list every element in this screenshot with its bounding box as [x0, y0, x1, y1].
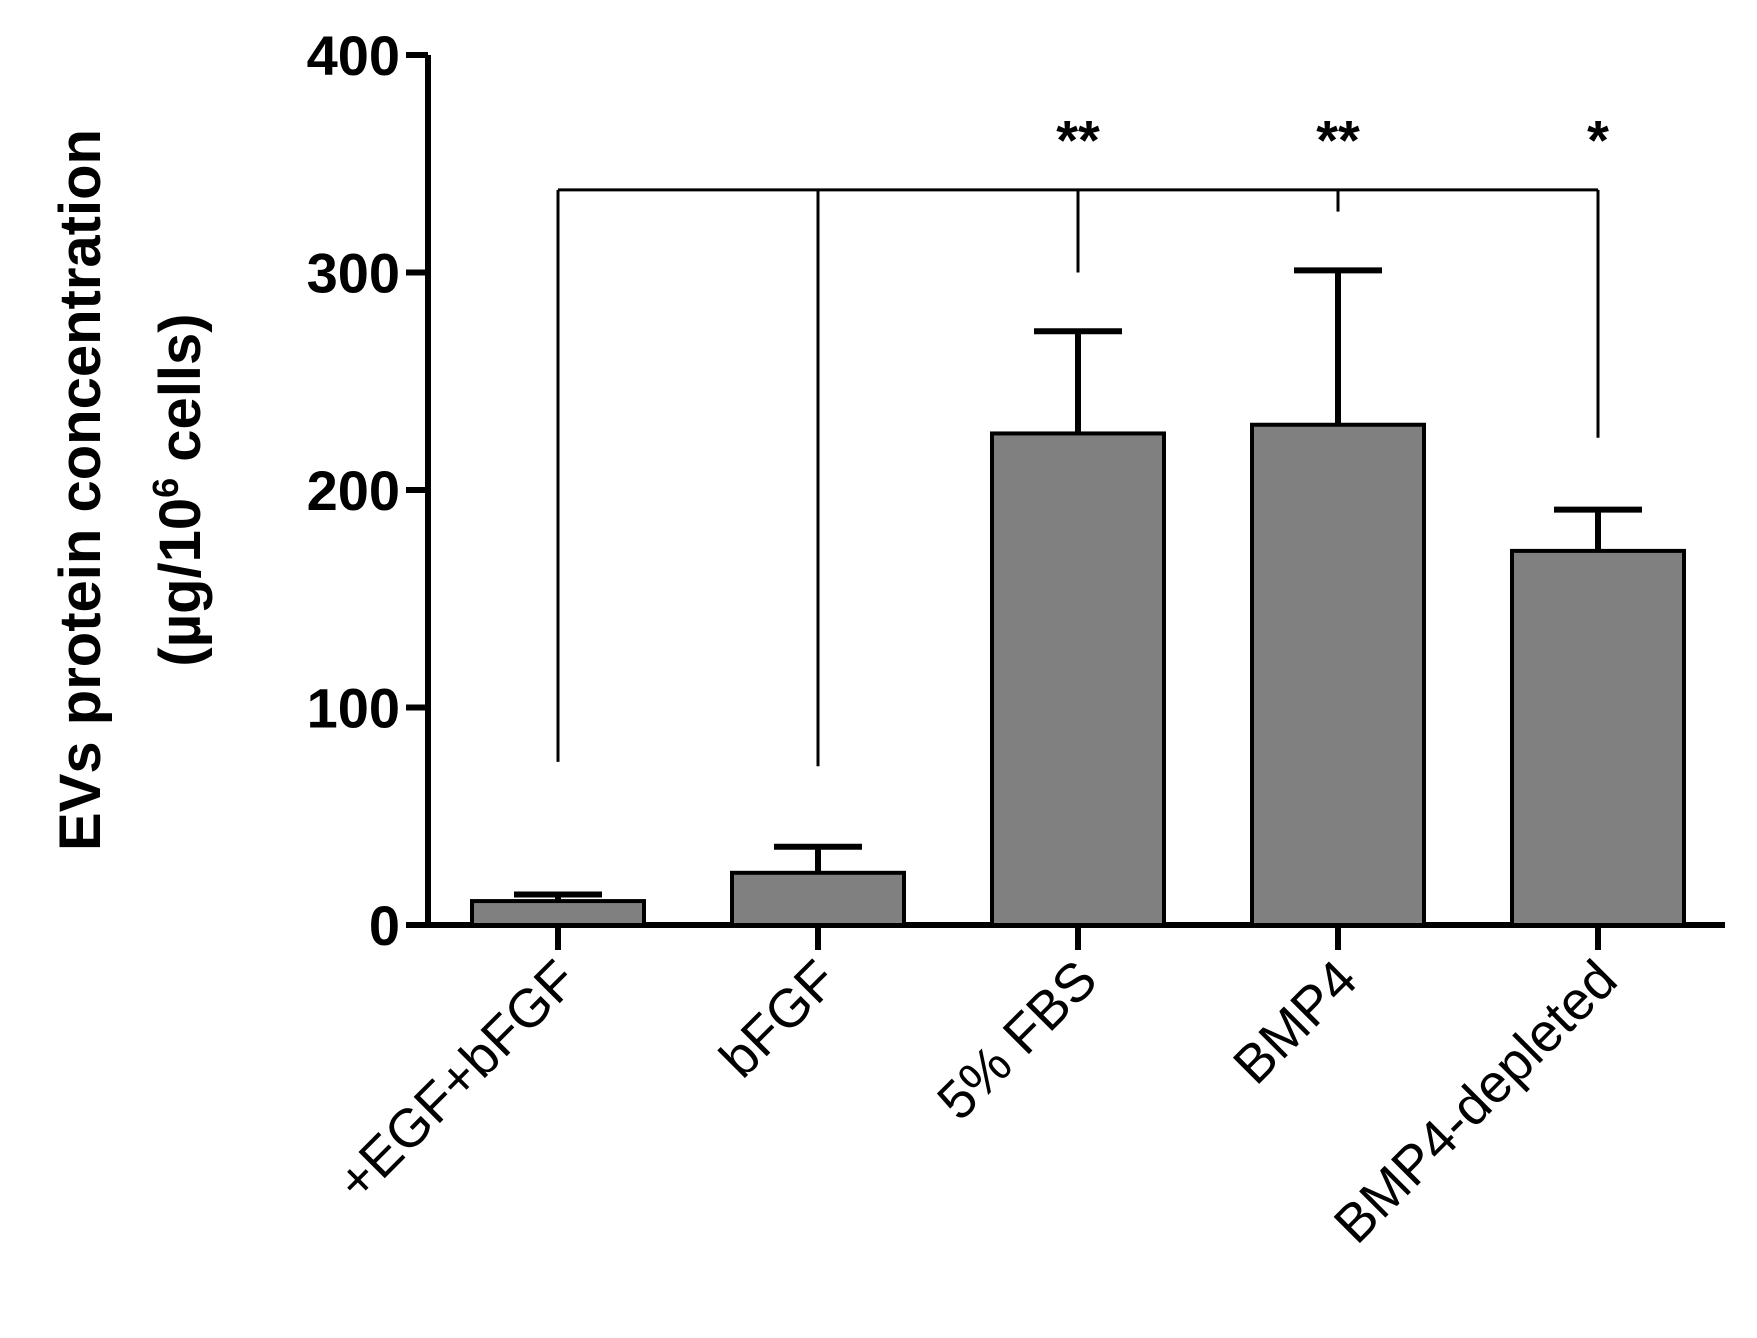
y-axis-title-line1: EVs protein concentration — [48, 129, 113, 851]
error-bars — [514, 267, 1642, 902]
bar — [730, 870, 906, 927]
y-axis-title-line2: (µg/106 cells) — [145, 313, 213, 666]
significance-label: ** — [1316, 108, 1360, 171]
y-ticks: 0 100 200 300 400 — [307, 24, 428, 957]
y-tick-label: 300 — [307, 242, 400, 305]
x-tick-label: +EGF+bFGF — [325, 949, 588, 1212]
y-tick-label: 400 — [307, 24, 400, 87]
bars — [470, 422, 1686, 928]
bar — [1510, 548, 1686, 928]
bar — [990, 431, 1166, 927]
y-tick-label: 100 — [307, 677, 400, 740]
y-tick-label: 0 — [369, 894, 400, 957]
x-tick-label: bFGF — [708, 949, 848, 1089]
x-tick-label: BMP4 — [1222, 949, 1368, 1095]
x-tick-label: BMP4-depleted — [1323, 949, 1629, 1255]
y-axis-title: EVs protein concentration (µg/106 cells) — [48, 129, 213, 851]
bar — [1250, 422, 1426, 927]
y-tick-label: 200 — [307, 459, 400, 522]
significance-label: * — [1587, 108, 1609, 171]
y-axis-title-line2-suffix: cells) — [148, 313, 213, 477]
significance-label: ** — [1056, 108, 1100, 171]
bar — [470, 899, 646, 928]
y-axis-title-superscript: 6 — [145, 478, 186, 498]
y-axis-title-line2-prefix: (µg/10 — [148, 498, 213, 667]
significance-brackets — [556, 188, 1600, 767]
significance-labels: ** ** * — [1056, 108, 1609, 171]
x-tick-label: 5% FBS — [926, 949, 1108, 1131]
